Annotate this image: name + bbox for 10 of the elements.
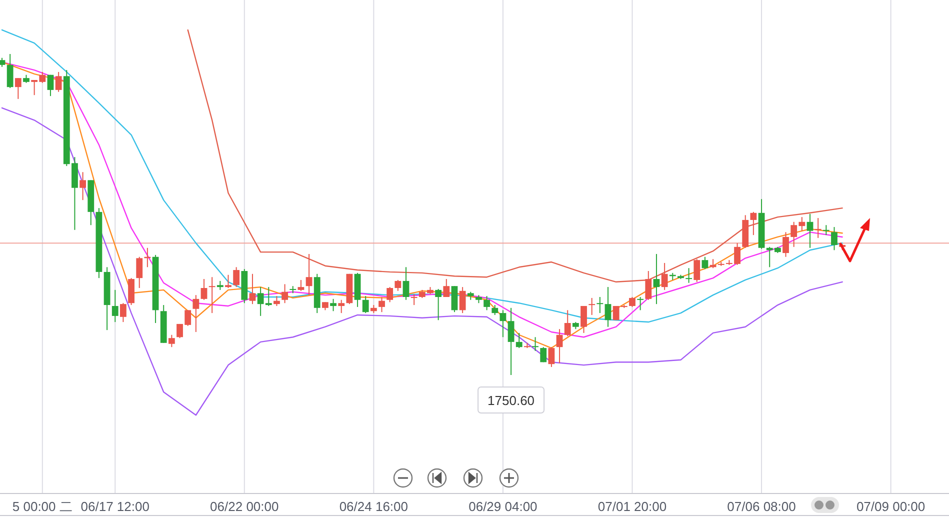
x-tick-label: 07/06 08:00 [727, 499, 796, 514]
x-tick-label: 06/22 00:00 [210, 499, 279, 514]
annotation: 1750.60 [478, 386, 545, 414]
x-tick-label: 07/09 00:00 [856, 499, 926, 514]
annotation: 1750.60 [488, 393, 535, 408]
x-tick-label: 5 00:00 二 [12, 499, 72, 514]
x-tick-label: 06/29 04:00 [468, 499, 538, 514]
x-tick-label: 06/24 16:00 [339, 499, 408, 514]
x-tick-label: 07/01 20:00 [598, 499, 667, 514]
x-tick-label: 06/17 12:00 [80, 499, 150, 514]
